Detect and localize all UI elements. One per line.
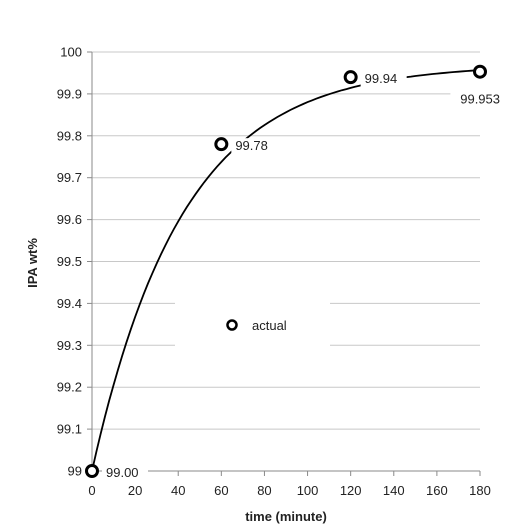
legend-box (175, 300, 330, 348)
data-point (214, 137, 229, 152)
x-tick-label: 120 (340, 483, 362, 498)
x-tick-label: 80 (257, 483, 271, 498)
y-tick-label: 99.3 (57, 338, 82, 353)
data-label: 99.94 (365, 71, 398, 86)
x-tick-label: 160 (426, 483, 448, 498)
y-tick-label: 99.9 (57, 86, 82, 101)
x-tick-label: 100 (297, 483, 319, 498)
data-point (85, 464, 99, 478)
x-tick-label: 0 (88, 483, 95, 498)
y-tick-label: 99.4 (57, 296, 82, 311)
y-tick-label: 99.8 (57, 128, 82, 143)
legend-marker (226, 319, 238, 331)
data-label: 99.78 (235, 138, 268, 153)
data-point (473, 64, 487, 79)
data-labels: 99.00 99.78 99.94 99.953 (102, 71, 504, 481)
x-tick-label: 40 (171, 483, 185, 498)
data-label-background (450, 91, 504, 108)
y-tick-label: 99 (68, 464, 82, 479)
legend-label: actual (252, 318, 287, 333)
data-label-background (360, 71, 407, 88)
data-label-background (102, 465, 148, 481)
x-tick-label: 20 (128, 483, 142, 498)
trend-line (91, 69, 481, 472)
y-tick-label: 99.2 (57, 380, 82, 395)
y-tick-label: 99.1 (57, 422, 82, 437)
data-label: 99.953 (460, 92, 500, 107)
trend-curve (91, 69, 481, 472)
y-tick-labels: 99 99.1 99.2 99.3 99.4 99.5 99.6 99.7 99.8 99.9 10… (57, 45, 82, 479)
data-point (343, 70, 358, 85)
data-label-background (231, 138, 278, 155)
y-tick-label: 100 (60, 45, 82, 60)
x-tick-labels: 0 20 40 60 80 100 120 140 160 180 (88, 483, 490, 498)
y-tick-label: 99.5 (57, 254, 82, 269)
data-points (85, 64, 487, 478)
x-tick-label: 180 (469, 483, 491, 498)
legend: actual (175, 300, 330, 348)
y-tick-label: 99.7 (57, 170, 82, 185)
x-tick-label: 60 (214, 483, 228, 498)
x-axis-title: time (minute) (245, 509, 327, 524)
data-label: 99.00 (106, 465, 139, 480)
axes (87, 51, 481, 476)
y-tick-label: 99.6 (57, 212, 82, 227)
y-axis-title: IPA wt% (25, 238, 40, 288)
x-tick-label: 140 (383, 483, 405, 498)
